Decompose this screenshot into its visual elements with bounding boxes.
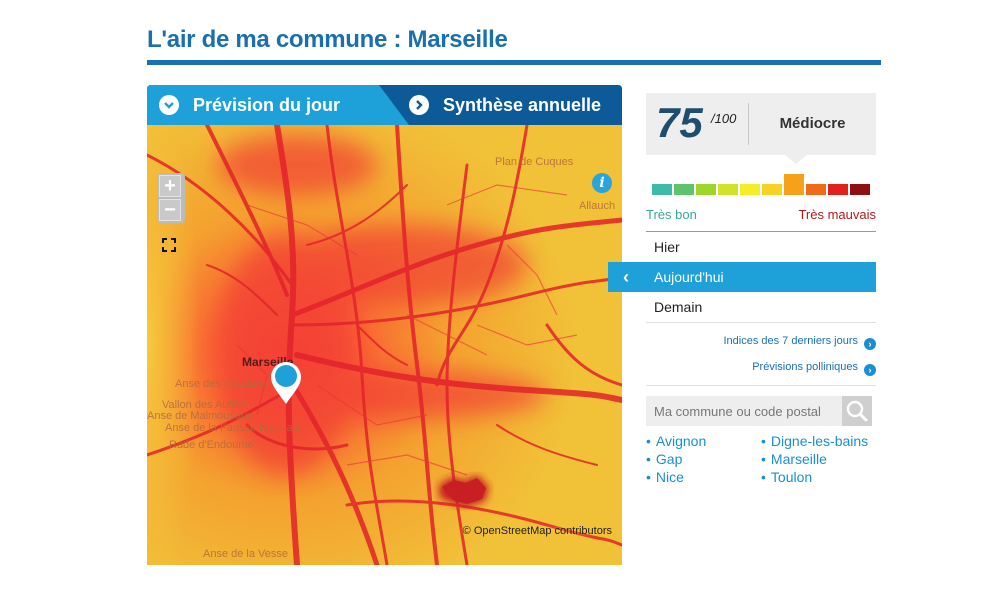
place-label: Plan de Cuques xyxy=(495,156,574,168)
map-tabs: Prévision du jour Synthèse annuelle xyxy=(147,85,622,125)
place-label: Anse des Catalans xyxy=(175,378,268,390)
place-label: Allauch xyxy=(579,200,616,212)
map-attribution: © OpenStreetMap contributors xyxy=(462,525,612,537)
scale-segment xyxy=(806,184,826,195)
chevron-right-icon xyxy=(409,95,429,115)
place-label: Anse de la Fausse Monnaie xyxy=(165,422,302,434)
zoom-out-button[interactable]: − xyxy=(159,199,181,221)
page-title: L'air de ma commune : Marseille xyxy=(147,26,508,53)
air-quality-scale xyxy=(652,174,872,195)
city-list-left: Avignon Gap Nice xyxy=(646,432,761,486)
score-pointer xyxy=(785,155,807,164)
day-hier[interactable]: Hier xyxy=(654,239,680,255)
location-marker-icon[interactable] xyxy=(269,361,303,405)
city-link[interactable]: Gap xyxy=(646,450,761,468)
commune-search-input[interactable] xyxy=(646,396,872,426)
map-panel: Plan de Cuques Allauch Marseille Anse de… xyxy=(147,85,622,565)
zoom-control: + − xyxy=(157,173,185,223)
info-icon[interactable]: i xyxy=(592,173,612,193)
scale-segment xyxy=(740,184,760,195)
score-divider xyxy=(748,103,749,145)
air-quality-score-card: 75 /100 Médiocre xyxy=(646,93,876,155)
score-label: Médiocre xyxy=(779,115,846,132)
tab-label: Prévision du jour xyxy=(193,94,341,115)
scale-min-label: Très bon xyxy=(646,207,697,222)
scale-segment xyxy=(762,184,782,195)
link-label: Indices des 7 derniers jours xyxy=(723,335,858,347)
city-link[interactable]: Nice xyxy=(646,468,761,486)
scale-max-label: Très mauvais xyxy=(798,207,876,222)
scale-segment xyxy=(828,184,848,195)
day-label: Aujourd'hui xyxy=(654,269,724,285)
place-label: Vallon des Auffes xyxy=(162,399,246,411)
divider xyxy=(646,231,876,232)
city-link[interactable]: Digne-les-bains xyxy=(761,432,876,450)
place-label: Anse de Malmousque xyxy=(147,410,254,422)
tab-prevision-du-jour[interactable]: Prévision du jour xyxy=(147,85,407,125)
scale-segment xyxy=(652,184,672,195)
pollution-map[interactable]: Plan de Cuques Allauch Marseille Anse de… xyxy=(147,122,622,565)
scale-segment xyxy=(674,184,694,195)
link-label: Prévisions polliniques xyxy=(752,361,858,373)
scale-segment xyxy=(696,184,716,195)
city-link[interactable]: Marseille xyxy=(761,450,876,468)
divider xyxy=(646,322,876,323)
place-label: Rade d'Endoume xyxy=(169,439,254,451)
day-demain[interactable]: Demain xyxy=(654,299,703,315)
chevron-right-circle-icon: › xyxy=(864,338,876,350)
scale-segment xyxy=(718,184,738,195)
divider xyxy=(646,385,876,386)
chevron-right-circle-icon: › xyxy=(864,364,876,376)
city-link[interactable]: Toulon xyxy=(761,468,876,486)
chevron-down-icon xyxy=(159,95,179,115)
fullscreen-icon[interactable] xyxy=(161,237,177,253)
chevron-left-icon: ‹ xyxy=(623,267,629,287)
search-icon xyxy=(846,400,868,422)
place-label: Anse de la Vesse xyxy=(203,548,289,560)
score-value: 75 xyxy=(656,99,703,146)
link-last-7-days[interactable]: Indices des 7 derniers jours › xyxy=(646,335,876,350)
city-list-right: Digne-les-bains Marseille Toulon xyxy=(761,432,876,486)
city-link[interactable]: Avignon xyxy=(646,432,761,450)
search-button[interactable] xyxy=(842,396,872,426)
scale-segment xyxy=(784,174,804,195)
zoom-in-button[interactable]: + xyxy=(159,175,181,197)
link-pollen-forecast[interactable]: Prévisions polliniques › xyxy=(646,361,876,376)
score-max: /100 xyxy=(711,111,737,126)
scale-segment xyxy=(850,184,870,195)
title-rule xyxy=(147,60,881,65)
tab-synthese-annuelle[interactable]: Synthèse annuelle xyxy=(409,85,622,125)
day-aujourdhui[interactable]: ‹ Aujourd'hui xyxy=(608,262,876,292)
tab-label: Synthèse annuelle xyxy=(443,94,602,115)
